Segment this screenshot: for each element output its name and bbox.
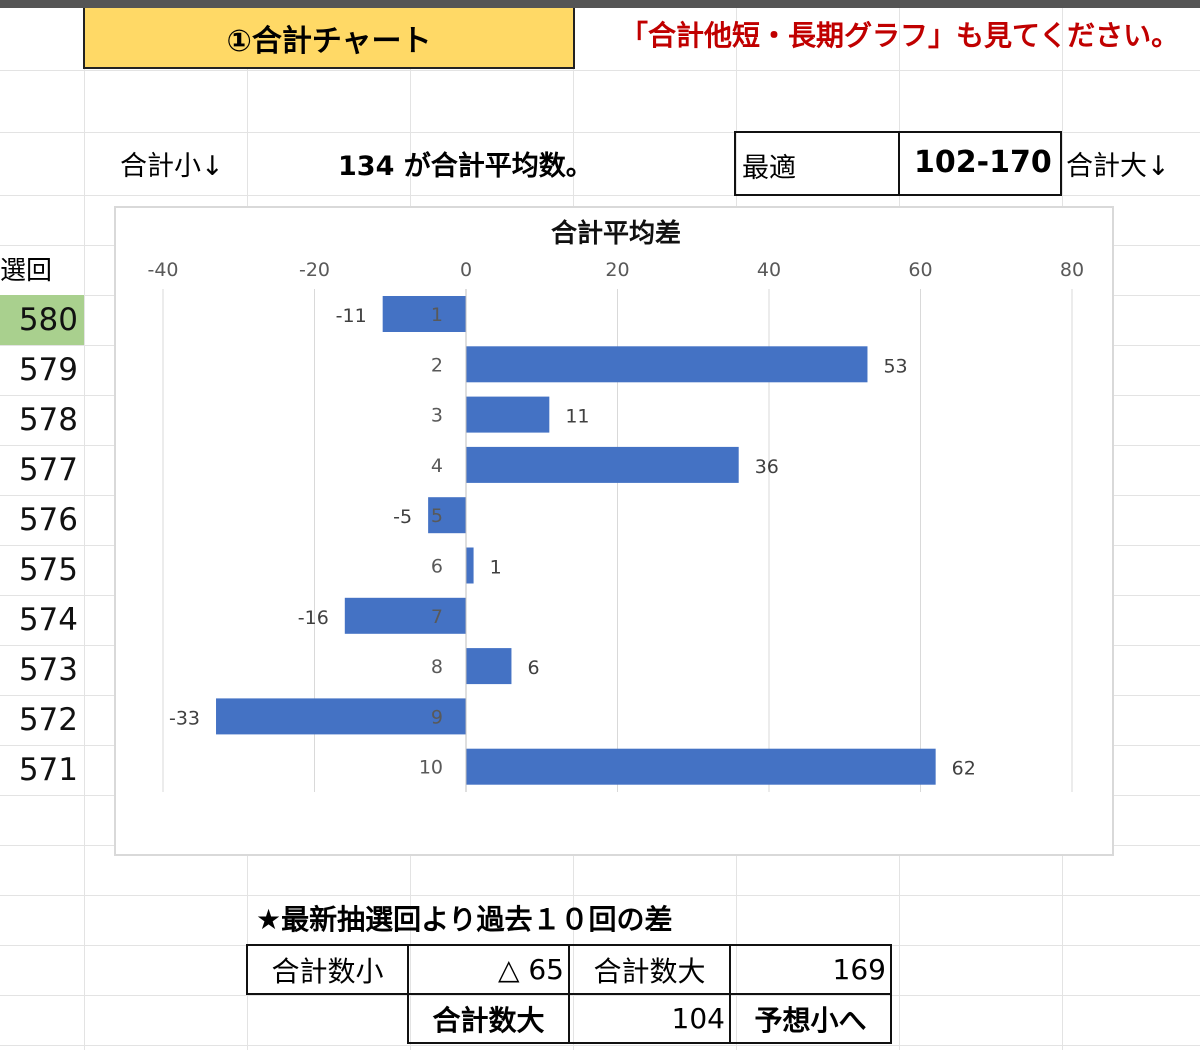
- x-tick-label: 0: [460, 259, 472, 281]
- summary-empty-cell: [247, 994, 408, 1043]
- draw-number-cell[interactable]: 572: [18, 702, 78, 738]
- data-label: 6: [527, 657, 539, 679]
- optimal-range: 102-170: [914, 145, 1052, 180]
- grid-column-line: [84, 8, 85, 1050]
- bar: [466, 547, 474, 584]
- summary-cell: 合計数大: [407, 993, 570, 1044]
- data-label: -5: [393, 506, 412, 528]
- data-label: 53: [883, 355, 907, 377]
- draw-number-cell[interactable]: 580: [0, 295, 84, 345]
- summary-cell: 合計数小: [246, 944, 409, 995]
- bar: [466, 396, 550, 433]
- category-label: 1: [431, 304, 443, 326]
- data-label: -16: [298, 607, 329, 629]
- summary-cell: 169: [729, 944, 892, 995]
- draw-header: 選回: [0, 256, 53, 286]
- draw-number-cell[interactable]: 579: [18, 352, 78, 388]
- summary-cell: 予想小へ: [729, 993, 892, 1044]
- data-label: 1: [490, 557, 502, 579]
- bar: [466, 748, 936, 785]
- sum-large-label: 合計大↓: [1066, 151, 1170, 182]
- draw-number-cell[interactable]: 571: [18, 752, 78, 788]
- data-label: 62: [952, 758, 976, 780]
- x-tick-label: 60: [908, 259, 932, 281]
- draw-number-cell[interactable]: 574: [18, 602, 78, 638]
- category-label: 3: [431, 405, 443, 427]
- chart-title: 合計平均差: [551, 218, 681, 249]
- draw-number-cell[interactable]: 573: [18, 652, 78, 688]
- notice-text: 「合計他短・長期グラフ」も見てください。: [620, 19, 1180, 52]
- draw-number-cell[interactable]: 575: [18, 552, 78, 588]
- average-text: 134 が合計平均数。: [338, 151, 593, 182]
- grid-row-line: [0, 132, 1200, 133]
- bar: [344, 597, 466, 634]
- x-tick-label: 20: [605, 259, 629, 281]
- summary-cell: △ 65: [407, 944, 570, 995]
- optimal-divider: [898, 133, 900, 194]
- chart-title-cell[interactable]: ①合計チャート: [83, 8, 575, 69]
- bar: [382, 296, 466, 332]
- grid-row-line: [0, 70, 1200, 71]
- summary-cell: 104: [568, 993, 731, 1044]
- category-label: 8: [431, 656, 443, 678]
- summary-table: 合計数小 △ 65 合計数大 169 合計数大 104 予想小へ: [246, 944, 892, 1044]
- summary-row: 合計数大 104 予想小へ: [247, 993, 892, 1044]
- category-label: 2: [431, 354, 443, 376]
- x-tick-label: -40: [147, 259, 178, 281]
- chart-svg: -40 -20 0 20 40 60 80 合計平均差 1 -11 2 53 3 11 4 36 5 -5 6 1 7 -…: [147, 218, 1084, 792]
- data-label: -11: [336, 305, 367, 327]
- category-label: 9: [431, 706, 443, 728]
- grid-row-line: [0, 195, 1200, 196]
- category-label: 5: [431, 505, 443, 527]
- optimal-label: 最適: [742, 153, 796, 184]
- bar: [428, 497, 466, 534]
- summary-cell: 合計数大: [568, 944, 731, 995]
- category-label: 10: [419, 757, 443, 779]
- draw-number-cell[interactable]: 577: [18, 452, 78, 488]
- data-label: 36: [755, 456, 779, 478]
- bar: [466, 346, 868, 383]
- bar: [466, 648, 512, 685]
- optimal-box: 最適 102-170: [734, 131, 1062, 196]
- data-label: -33: [169, 707, 200, 729]
- category-label: 7: [431, 606, 443, 628]
- x-tick-label: 80: [1060, 259, 1084, 281]
- summary-row: 合計数小 △ 65 合計数大 169: [246, 944, 892, 995]
- draw-number-cell[interactable]: 578: [18, 402, 78, 438]
- bar: [466, 446, 739, 483]
- data-label: 11: [565, 406, 589, 428]
- bar: [216, 698, 466, 735]
- summary-heading: ★最新抽選回より過去１０回の差: [256, 903, 673, 936]
- category-label: 4: [431, 455, 443, 477]
- x-tick-label: -20: [299, 259, 330, 281]
- sheet-top-bar: [0, 0, 1200, 8]
- sum-small-label: 合計小↓: [120, 151, 224, 182]
- category-label: 6: [431, 556, 443, 578]
- grid-row-line: [0, 895, 1200, 896]
- x-tick-label: 40: [757, 259, 781, 281]
- grid-row-line: [0, 1045, 1200, 1046]
- draw-number-cell[interactable]: 576: [18, 502, 78, 538]
- bar-chart[interactable]: -40 -20 0 20 40 60 80 合計平均差 1 -11 2 53 3 11 4 36 5 -5 6 1 7 -…: [114, 206, 1114, 856]
